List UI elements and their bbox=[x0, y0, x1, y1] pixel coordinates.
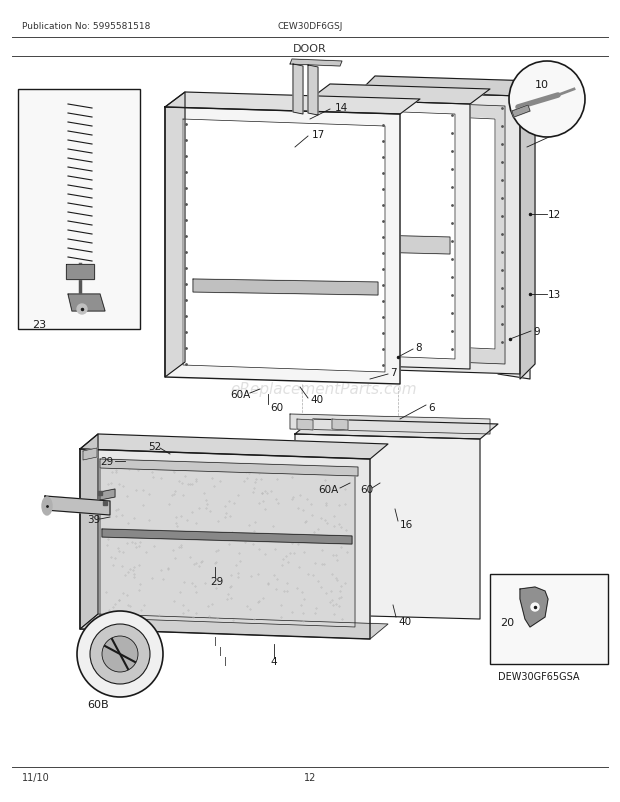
Text: 4: 4 bbox=[270, 656, 277, 666]
Text: 23: 23 bbox=[32, 320, 46, 330]
Polygon shape bbox=[293, 65, 303, 115]
Polygon shape bbox=[68, 294, 105, 312]
Circle shape bbox=[90, 624, 150, 684]
Polygon shape bbox=[310, 85, 490, 105]
Polygon shape bbox=[360, 92, 520, 375]
Text: 60: 60 bbox=[270, 403, 283, 412]
Text: 14: 14 bbox=[335, 103, 348, 113]
Text: 6: 6 bbox=[428, 403, 435, 412]
Text: 12: 12 bbox=[304, 772, 316, 782]
Text: 60A: 60A bbox=[230, 390, 250, 399]
Polygon shape bbox=[295, 435, 480, 619]
Polygon shape bbox=[183, 119, 385, 373]
Polygon shape bbox=[193, 280, 378, 296]
FancyBboxPatch shape bbox=[490, 574, 608, 664]
Text: 52: 52 bbox=[148, 441, 161, 452]
Text: 29: 29 bbox=[100, 456, 113, 467]
Polygon shape bbox=[45, 496, 110, 516]
Polygon shape bbox=[295, 419, 498, 439]
Text: 20: 20 bbox=[500, 618, 514, 627]
Text: 29: 29 bbox=[210, 577, 223, 586]
Polygon shape bbox=[498, 90, 530, 379]
Polygon shape bbox=[80, 614, 388, 639]
Polygon shape bbox=[80, 435, 388, 460]
Text: CEW30DF6GSJ: CEW30DF6GSJ bbox=[277, 22, 343, 31]
Text: 60: 60 bbox=[360, 484, 373, 494]
Circle shape bbox=[509, 62, 585, 138]
Polygon shape bbox=[520, 82, 535, 379]
Text: 12: 12 bbox=[548, 210, 561, 220]
Polygon shape bbox=[360, 77, 535, 97]
Text: 60B: 60B bbox=[87, 699, 109, 709]
Circle shape bbox=[102, 636, 138, 672]
Text: 60A: 60A bbox=[318, 484, 339, 494]
Text: 8: 8 bbox=[415, 342, 422, 353]
Text: 16: 16 bbox=[400, 520, 414, 529]
Polygon shape bbox=[290, 415, 490, 435]
Polygon shape bbox=[375, 102, 505, 365]
FancyBboxPatch shape bbox=[18, 90, 140, 330]
Polygon shape bbox=[66, 265, 94, 280]
Text: DOOR: DOOR bbox=[293, 44, 327, 54]
Circle shape bbox=[531, 603, 539, 611]
Text: DEW30GF65GSA: DEW30GF65GSA bbox=[498, 671, 580, 681]
Text: Publication No: 5995581518: Publication No: 5995581518 bbox=[22, 22, 151, 31]
Polygon shape bbox=[512, 106, 530, 118]
Text: 13: 13 bbox=[548, 290, 561, 300]
Polygon shape bbox=[297, 419, 313, 431]
Circle shape bbox=[77, 305, 87, 314]
Polygon shape bbox=[165, 93, 420, 115]
Text: 10: 10 bbox=[535, 80, 549, 90]
Polygon shape bbox=[520, 587, 548, 627]
Text: 40: 40 bbox=[398, 616, 411, 626]
Polygon shape bbox=[290, 60, 342, 67]
Polygon shape bbox=[100, 461, 355, 627]
Polygon shape bbox=[80, 449, 370, 639]
Polygon shape bbox=[165, 93, 185, 378]
Polygon shape bbox=[325, 110, 455, 359]
Circle shape bbox=[77, 611, 163, 697]
Text: eReplacementParts.com: eReplacementParts.com bbox=[230, 382, 417, 397]
Polygon shape bbox=[308, 66, 318, 115]
Polygon shape bbox=[83, 448, 97, 460]
Text: 9: 9 bbox=[533, 326, 539, 337]
Polygon shape bbox=[100, 460, 358, 476]
Text: 11/10: 11/10 bbox=[22, 772, 50, 782]
Polygon shape bbox=[385, 115, 495, 350]
Text: 39: 39 bbox=[87, 514, 100, 525]
Ellipse shape bbox=[42, 497, 52, 516]
Polygon shape bbox=[80, 435, 98, 630]
Polygon shape bbox=[165, 107, 400, 384]
Polygon shape bbox=[332, 419, 348, 431]
Text: 17: 17 bbox=[312, 130, 326, 140]
Text: 7: 7 bbox=[390, 367, 397, 378]
Polygon shape bbox=[100, 489, 115, 500]
Polygon shape bbox=[310, 100, 470, 370]
Polygon shape bbox=[102, 529, 352, 545]
Text: 40: 40 bbox=[310, 395, 323, 404]
Polygon shape bbox=[330, 235, 450, 255]
